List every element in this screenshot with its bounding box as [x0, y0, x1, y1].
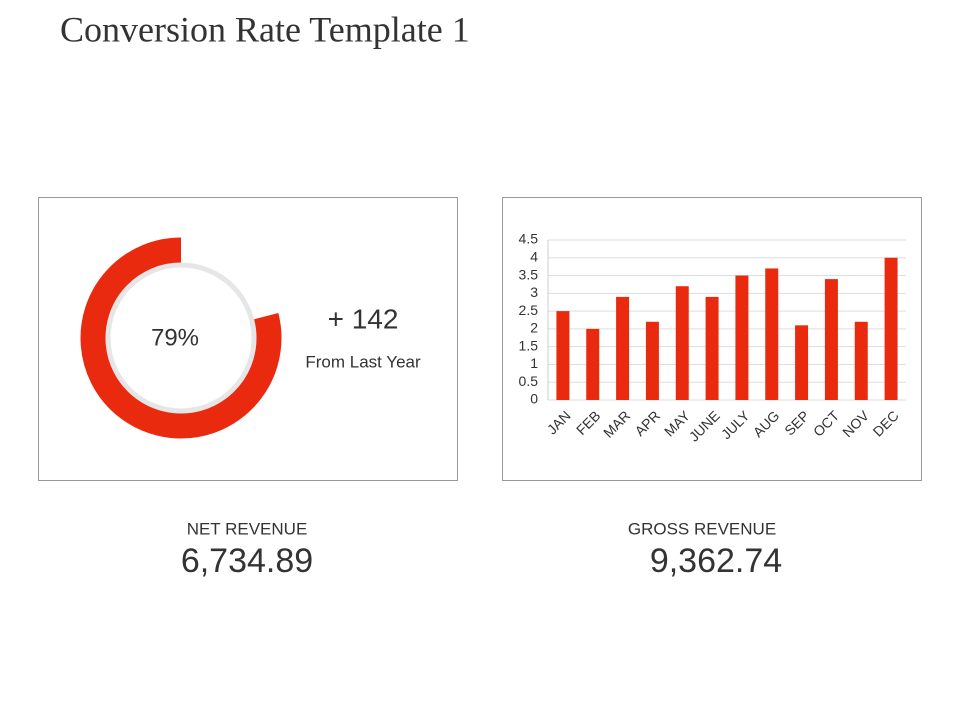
- bar: [884, 257, 898, 400]
- donut-arc: [80, 237, 282, 439]
- y-tick-label: 3: [530, 284, 538, 300]
- y-tick-label: 3.5: [519, 266, 539, 282]
- bar: [586, 328, 600, 400]
- x-tick-label: OCT: [810, 407, 843, 440]
- x-tick-label: JAN: [544, 407, 574, 437]
- y-tick-label: 0.5: [519, 373, 539, 389]
- y-tick-label: 2: [530, 320, 538, 336]
- bar: [645, 321, 659, 400]
- y-tick-label: 4.5: [519, 231, 539, 247]
- y-tick-label: 1.5: [519, 337, 539, 353]
- bar: [854, 321, 868, 400]
- bar: [735, 275, 749, 400]
- change-label: From Last Year: [305, 352, 421, 371]
- slide-title: Conversion Rate Template 1: [60, 9, 470, 49]
- x-tick-label: FEB: [573, 407, 604, 438]
- donut-panel: [38, 197, 458, 481]
- x-tick-label: AUG: [750, 407, 783, 440]
- x-tick-label: DEC: [870, 407, 902, 439]
- metric-label: NET REVENUE: [187, 519, 308, 538]
- y-tick-label: 1: [530, 355, 538, 371]
- y-tick-label: 4: [530, 248, 538, 264]
- metric-value: 9,362.74: [650, 542, 782, 580]
- bar: [556, 311, 570, 400]
- x-tick-label: NOV: [839, 407, 872, 440]
- x-tick-label: JULY: [718, 407, 753, 442]
- bar: [705, 296, 719, 400]
- bar-panel: [502, 197, 922, 481]
- bar: [824, 279, 838, 400]
- metric-label: GROSS REVENUE: [628, 519, 776, 538]
- y-tick-label: 2.5: [519, 302, 539, 318]
- x-tick-label: APR: [631, 407, 663, 439]
- bar: [675, 286, 689, 400]
- metric-value: 6,734.89: [181, 542, 313, 580]
- donut-label: 79%: [151, 324, 199, 351]
- change-value: + 142: [328, 303, 399, 334]
- y-tick-label: 0: [530, 391, 538, 407]
- bar: [765, 268, 779, 400]
- bar: [795, 325, 809, 400]
- x-tick-label: MAR: [600, 407, 633, 440]
- donut-track: [105, 262, 257, 414]
- bar: [616, 296, 630, 400]
- x-tick-label: JUNE: [686, 407, 723, 444]
- x-tick-label: SEP: [781, 407, 812, 438]
